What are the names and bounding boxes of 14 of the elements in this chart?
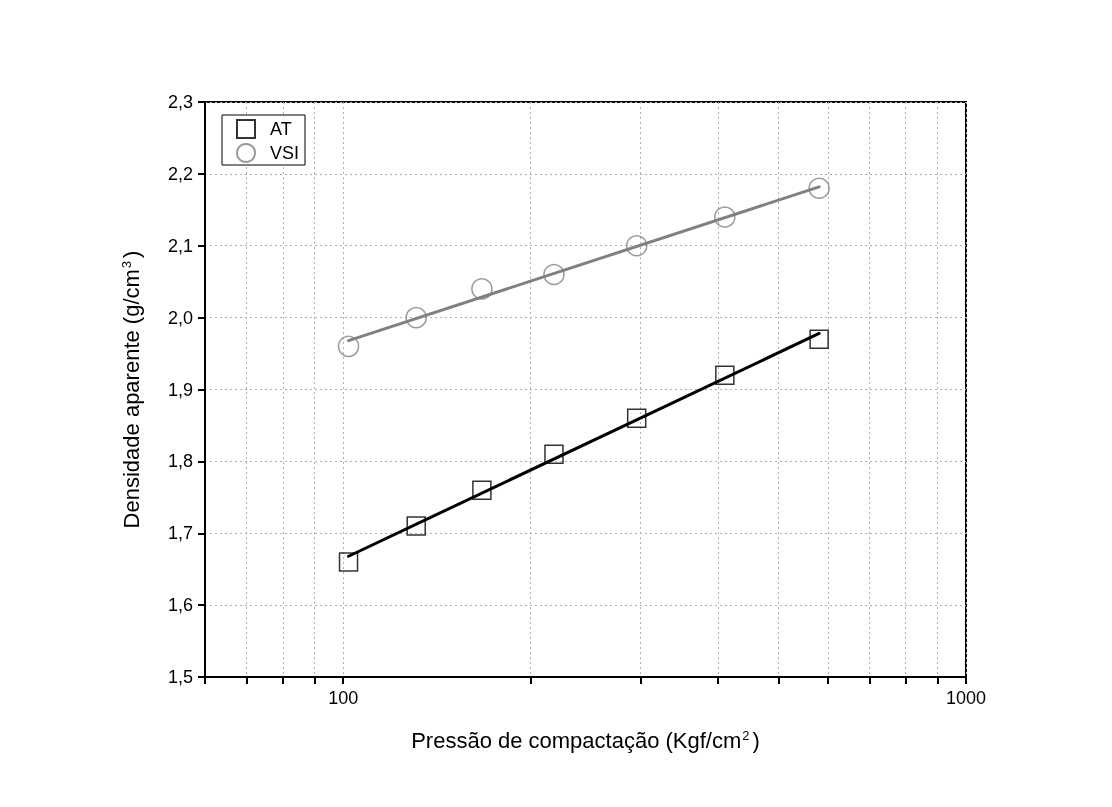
legend-label: AT (270, 119, 292, 139)
y-tick-label: 1,9 (167, 379, 193, 400)
y-axis-title: Densidade aparente (g/cm3) (119, 250, 144, 529)
y-tick-label: 1,8 (167, 451, 193, 472)
y-tick-label: 2,3 (167, 92, 193, 112)
legend-label: VSI (270, 143, 300, 163)
y-tick-label: 2,1 (167, 235, 193, 256)
x-tick-label: 1000 (945, 688, 987, 708)
y-tick-label: 1,6 (167, 595, 193, 616)
x-tick-label: 100 (328, 688, 359, 708)
y-tick-label: 1,7 (167, 523, 193, 544)
y-tick-label: 2,0 (167, 307, 193, 328)
y-tick-label: 2,2 (167, 163, 193, 184)
y-tick-label: 1,5 (167, 667, 193, 687)
